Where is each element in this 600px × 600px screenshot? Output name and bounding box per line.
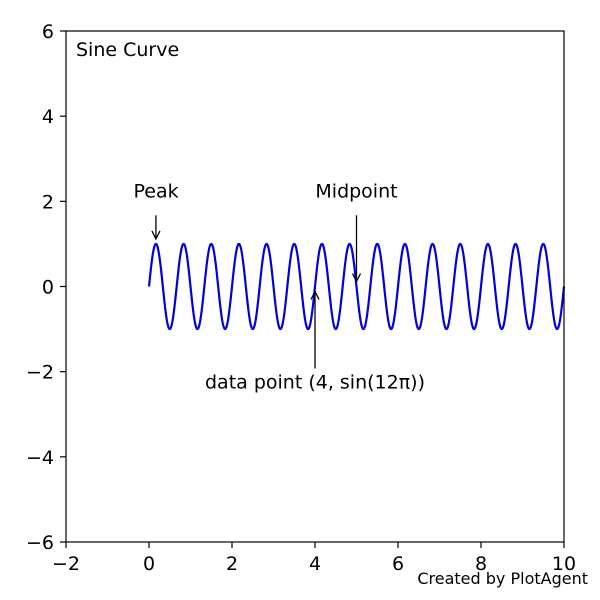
x-tick-label: −2 <box>52 553 80 575</box>
series-line-0 <box>147 242 566 331</box>
credit-text: Created by PlotAgent <box>417 569 588 588</box>
chart-title: Sine Curve <box>76 39 179 61</box>
x-tick-label: 10 <box>552 553 576 575</box>
y-tick-label: −2 <box>26 362 54 384</box>
x-tick-label: 8 <box>475 553 487 575</box>
x-tick-label: 0 <box>143 553 155 575</box>
annotation-text-1: Midpoint <box>315 180 397 202</box>
y-tick-label: 4 <box>42 106 54 128</box>
annotation-text-0: Peak <box>133 180 178 202</box>
plot-area <box>147 242 566 331</box>
x-tick-label: 2 <box>226 553 238 575</box>
annotation-text-2: data point (4, sin(12π)) <box>205 371 425 393</box>
annotations: Peak Midpoint data point (4, sin(12π)) <box>133 180 424 393</box>
y-tick-label: 0 <box>42 277 54 299</box>
y-tick-label: 6 <box>42 21 54 43</box>
y-tick-label: −6 <box>26 532 54 554</box>
y-tick-label: 2 <box>42 191 54 213</box>
x-tick-label: 6 <box>392 553 404 575</box>
x-tick-label: 4 <box>309 553 321 575</box>
y-tick-label: −4 <box>26 447 54 469</box>
axes: −2 0 2 4 6 8 10 −6 −4 −2 0 2 4 6 <box>26 21 576 575</box>
